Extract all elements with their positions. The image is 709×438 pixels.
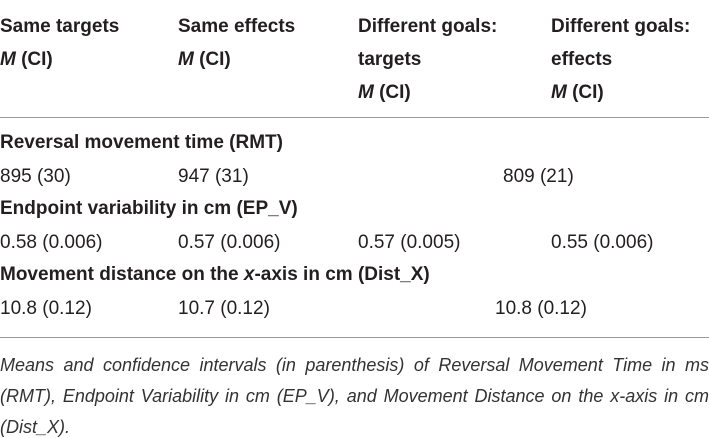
stat-symbol: M <box>0 49 16 70</box>
section-heading: Endpoint variability in cm (EP_V) <box>0 192 298 225</box>
stat-symbol: M <box>551 82 567 103</box>
heading-part: Movement distance on the <box>0 264 244 285</box>
column-header: Different goals: <box>551 16 691 37</box>
cell: 10.7 (0.12) <box>178 298 270 319</box>
heading-part: Endpoint variability in cm (EP_V) <box>0 198 298 219</box>
stat-label: (CI) <box>199 49 231 70</box>
stat-symbol: M <box>358 82 374 103</box>
section-heading: Movement distance on the x-axis in cm (D… <box>0 258 430 291</box>
column-stat: M (CI) <box>358 76 411 109</box>
column-stat: M (CI) <box>0 43 53 76</box>
column-header: Same targets <box>0 16 120 37</box>
header-rule <box>0 117 709 118</box>
cell: 10.8 (0.12) <box>0 298 92 319</box>
cell: 895 (30) <box>0 166 71 187</box>
column-header: effects <box>551 49 613 70</box>
column-header: targets <box>358 49 422 70</box>
bottom-rule <box>0 337 709 338</box>
heading-part: x <box>243 264 255 285</box>
heading-part: -axis in cm (Dist_X) <box>254 264 430 285</box>
stat-label: (CI) <box>21 49 53 70</box>
stat-label: (CI) <box>572 82 604 103</box>
column-stat: M (CI) <box>178 43 231 76</box>
heading-part: Reversal movement time (RMT) <box>0 132 283 153</box>
cell: 10.8 (0.12) <box>495 298 587 319</box>
section-heading: Reversal movement time (RMT) <box>0 126 283 159</box>
caption: Means and confidence intervals (in paren… <box>0 355 709 437</box>
cell: 809 (21) <box>503 166 574 187</box>
stat-label: (CI) <box>379 82 411 103</box>
column-header: Same effects <box>178 16 296 37</box>
stat-symbol: M <box>178 49 194 70</box>
column-header: Different goals: <box>358 16 498 37</box>
cell: 0.55 (0.006) <box>551 232 654 253</box>
cell: 0.58 (0.006) <box>0 232 103 253</box>
cell: 0.57 (0.005) <box>358 232 461 253</box>
cell: 0.57 (0.006) <box>178 232 281 253</box>
column-stat: M (CI) <box>551 76 604 109</box>
cell: 947 (31) <box>178 166 249 187</box>
